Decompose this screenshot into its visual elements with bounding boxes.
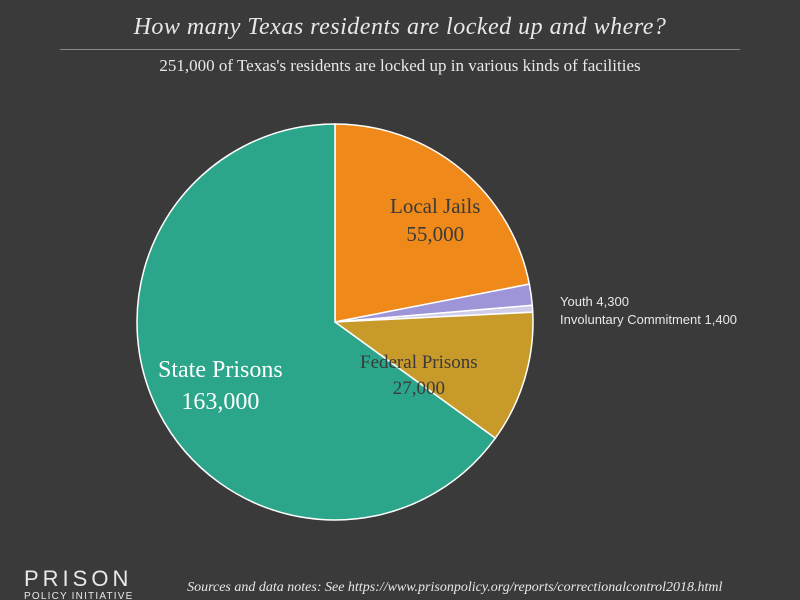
slice-label: State Prisons163,000 <box>158 354 283 419</box>
logo-line-1: PRISON <box>24 568 134 590</box>
chart-title: How many Texas residents are locked up a… <box>0 14 800 41</box>
source-text: Sources and data notes: See https://www.… <box>134 580 777 600</box>
chart-subtitle: 251,000 of Texas's residents are locked … <box>0 56 800 76</box>
footer: PRISON POLICY INITIATIVE Sources and dat… <box>0 568 800 600</box>
logo: PRISON POLICY INITIATIVE <box>24 568 134 600</box>
pie-chart: Local Jails55,000 Youth 4,300 Involuntary … <box>0 106 800 536</box>
slice-small-label: Youth 4,300 <box>560 294 629 309</box>
logo-line-2: POLICY INITIATIVE <box>24 592 134 600</box>
slice-label: Local Jails55,000 <box>390 192 480 249</box>
slice-small-label: Involuntary Commitment 1,400 <box>560 312 737 327</box>
slice-label: Federal Prisons27,000 <box>360 350 478 401</box>
title-divider <box>60 49 740 50</box>
